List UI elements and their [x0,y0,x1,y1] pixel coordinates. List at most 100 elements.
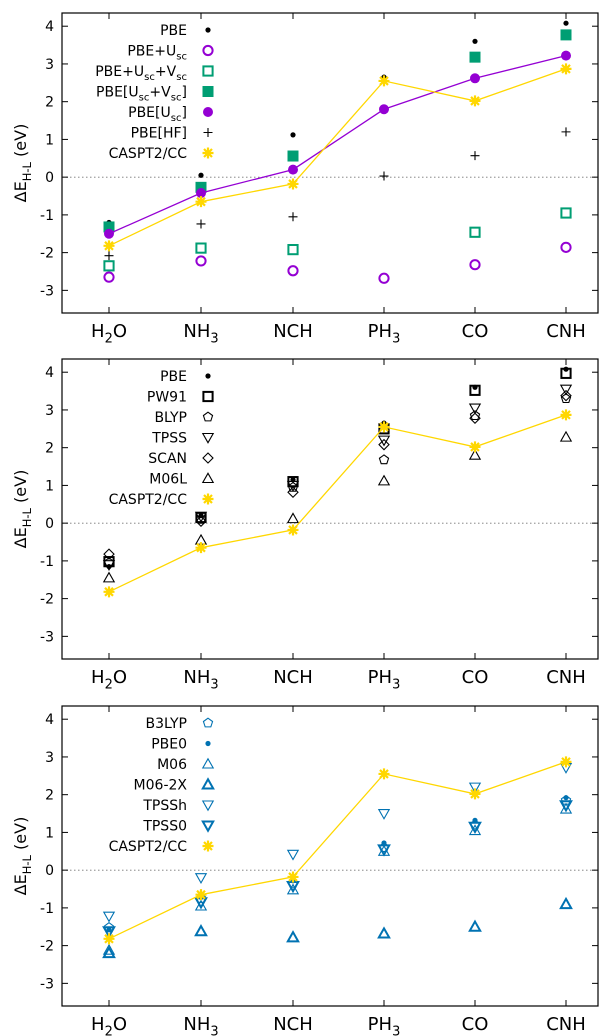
x-tick-label: CNH [546,667,586,688]
legend-marker [202,44,214,57]
data-point [104,228,114,239]
data-point [377,474,391,486]
legend-label: CASPT2/CC [109,146,188,162]
data-point [103,548,115,560]
plot-frame [61,12,599,314]
data-point [468,403,482,415]
x-tick-label: NH3 [183,667,218,692]
data-point [470,151,480,161]
legend-marker [202,493,214,505]
data-point [287,178,299,190]
data-point [559,896,573,910]
data-point [560,241,572,253]
data-point [286,849,300,861]
legend-marker [202,411,214,422]
data-point [560,409,572,421]
data-point [560,756,572,768]
legend-marker [205,740,211,747]
series-5 [104,50,571,239]
legend-marker [201,757,215,769]
series-4 [102,384,573,571]
y-tick-label: 1 [45,825,54,841]
data-point [196,188,206,198]
data-point [377,808,391,820]
data-point [381,840,387,846]
data-point [379,171,389,181]
data-point [560,63,572,75]
series-5 [103,389,572,560]
y-tick-label: -2 [40,246,54,262]
x-tick-label: NH3 [183,321,218,346]
y-tick-label: 3 [45,57,54,73]
y-axis-label: ΔEH-L (eV) [11,817,34,896]
data-point [468,824,482,836]
legend-label: SCAN [148,451,187,467]
data-point [378,438,390,451]
data-point [286,480,300,492]
legend-marker [202,390,214,403]
data-point [194,873,208,885]
legend-marker [202,65,214,77]
x-tick-label: PH3 [368,321,401,346]
legend-label: TPSS0 [142,819,187,835]
data-point [559,800,573,813]
legend-label: PBE[Usc] [128,105,187,124]
legend-marker [202,840,214,852]
legend-marker [201,820,215,833]
legend: PBE PW91 BLYP TPSS SCAN M06L CASPT2/CC [109,369,215,508]
data-point [469,441,481,453]
y-tick-label: 2 [45,95,54,111]
data-point [195,889,207,901]
chart-panel-2: -3 -2 -1 0 1 2 3 4 H2O NH3 NCH PH3 CO CNH ΔEH-L (eV) PB… [11,358,599,692]
data-point [468,782,482,794]
legend-label: PBE [160,369,187,385]
data-point [102,943,116,955]
data-point [561,50,571,61]
data-point [378,768,390,780]
legend-label: CASPT2/CC [109,839,188,855]
data-point [472,817,478,823]
data-point [560,367,572,379]
y-tick-label: 4 [45,712,54,728]
series-6 [104,127,571,261]
y-tick-label: 0 [45,516,54,532]
data-point [377,844,391,857]
data-point [378,421,390,433]
data-point [560,29,572,41]
legend-label: PBE[HF] [131,126,187,142]
data-point [561,127,571,137]
legend-label: BLYP [154,410,187,426]
y-axis-label: ΔEH-L (eV) [11,470,34,549]
data-point [195,515,207,528]
data-point [377,435,391,447]
y-tick-label: -3 [40,283,54,299]
data-point [378,272,390,284]
data-point [559,802,573,814]
y-tick-label: -1 [40,554,54,570]
data-point [194,511,208,523]
data-point [195,513,207,524]
data-point [103,260,115,272]
data-point [286,930,300,943]
plot-frame [61,705,599,1007]
x-tick-label: PH3 [368,1014,401,1036]
data-point [468,821,482,834]
data-point [102,945,116,959]
data-point [287,150,299,162]
series-2 [103,241,572,284]
x-tick-label: NH3 [183,1014,218,1036]
y-tick-label: -3 [40,976,54,992]
data-point [469,95,481,107]
x-tick-label: CO [462,667,489,688]
x-tick-label: CNH [546,321,586,342]
y-tick-label: 2 [45,788,54,804]
y-tick-label: 2 [45,441,54,457]
data-point [287,524,299,536]
series-7 [103,63,572,252]
legend-marker [205,373,211,379]
series-7 [103,756,572,945]
legend-label: PBE+Usc+Vsc [95,64,187,83]
data-point [103,221,115,233]
legend-label: TPSSh [142,798,187,814]
data-point [468,448,482,460]
